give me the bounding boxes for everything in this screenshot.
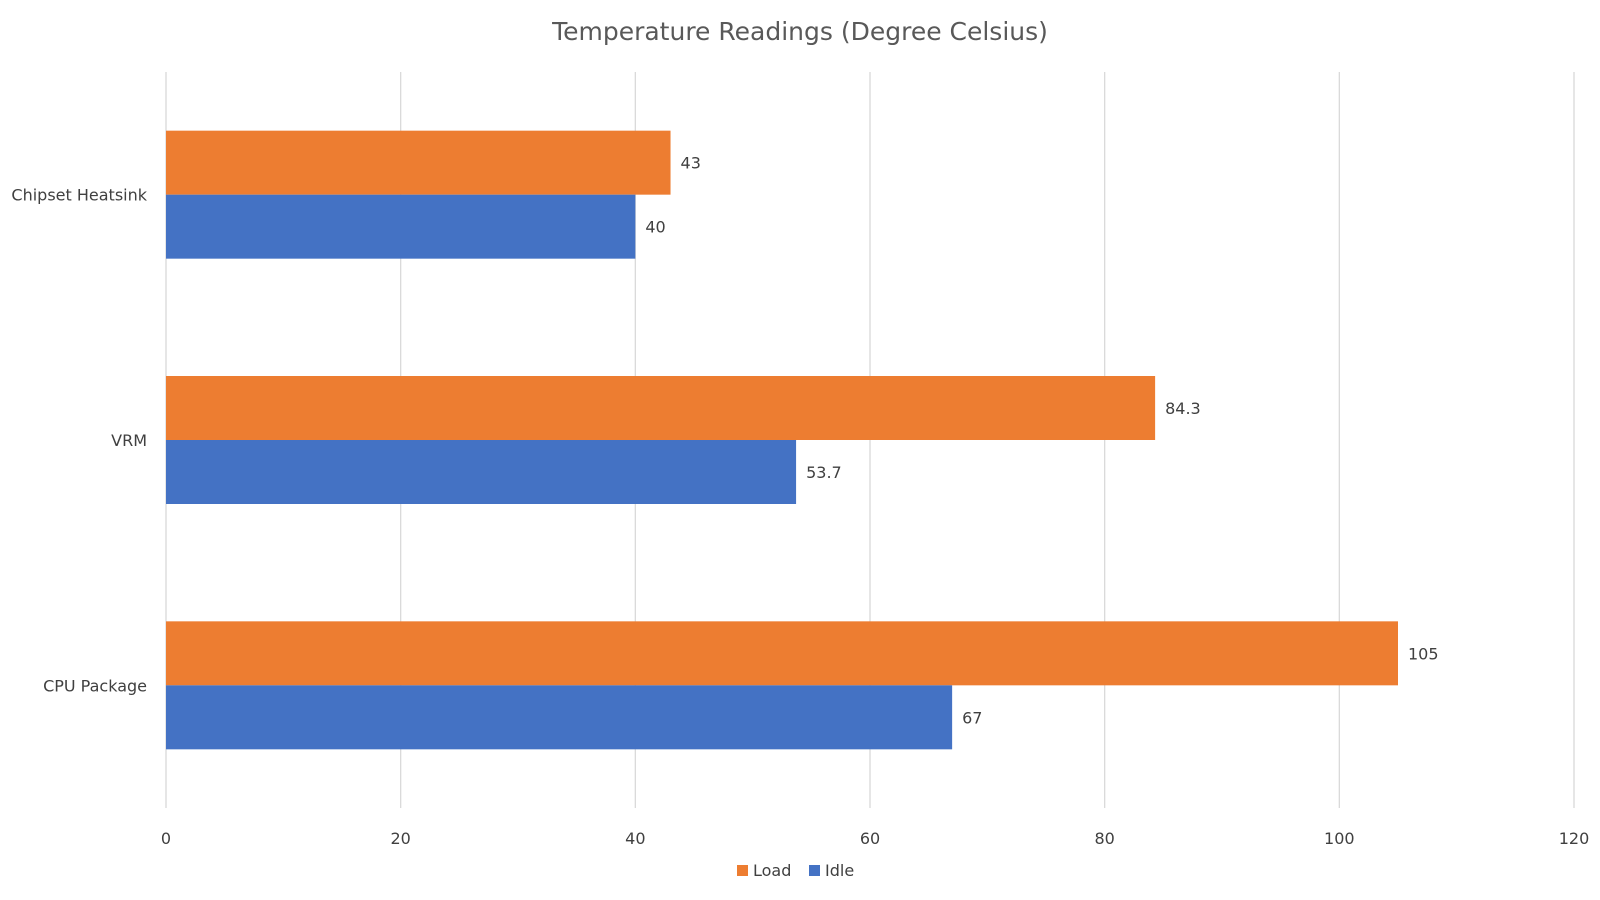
bar-idle-2 (166, 685, 953, 750)
data-label-load-1: 84.3 (1165, 399, 1201, 418)
bar-load-2 (166, 621, 1398, 686)
legend-label-load: Load (753, 861, 791, 880)
tick-label-120: 120 (1559, 829, 1590, 848)
data-label-load-2: 105 (1408, 644, 1439, 663)
tick-label-80: 80 (1094, 829, 1114, 848)
category-axis: Chipset Heatsink VRM CPU Package (11, 186, 147, 696)
category-label: Chipset Heatsink (11, 186, 147, 205)
data-label-idle-0: 40 (645, 218, 665, 237)
tick-label-60: 60 (860, 829, 880, 848)
bar-load-1 (166, 376, 1156, 440)
value-axis: 0 20 40 60 80 100 120 (161, 829, 1589, 848)
data-labels: 43 40 84.3 53.7 105 67 (645, 154, 1438, 728)
chart-title: Temperature Readings (Degree Celsius) (551, 17, 1048, 46)
legend-swatch-load (737, 865, 748, 876)
legend-swatch-idle (809, 865, 820, 876)
bar-idle-1 (166, 440, 797, 504)
data-label-load-0: 43 (681, 154, 701, 173)
data-label-idle-2: 67 (962, 708, 982, 727)
tick-label-100: 100 (1324, 829, 1355, 848)
tick-label-0: 0 (161, 829, 171, 848)
category-label: CPU Package (43, 676, 147, 695)
data-label-idle-1: 53.7 (806, 463, 842, 482)
bars (166, 130, 1398, 750)
tick-label-40: 40 (625, 829, 645, 848)
legend-label-idle: Idle (825, 861, 854, 880)
tick-label-20: 20 (390, 829, 410, 848)
legend: Load Idle (737, 861, 854, 880)
category-label: VRM (111, 431, 147, 450)
bar-idle-0 (166, 194, 636, 259)
bar-load-0 (166, 130, 671, 195)
